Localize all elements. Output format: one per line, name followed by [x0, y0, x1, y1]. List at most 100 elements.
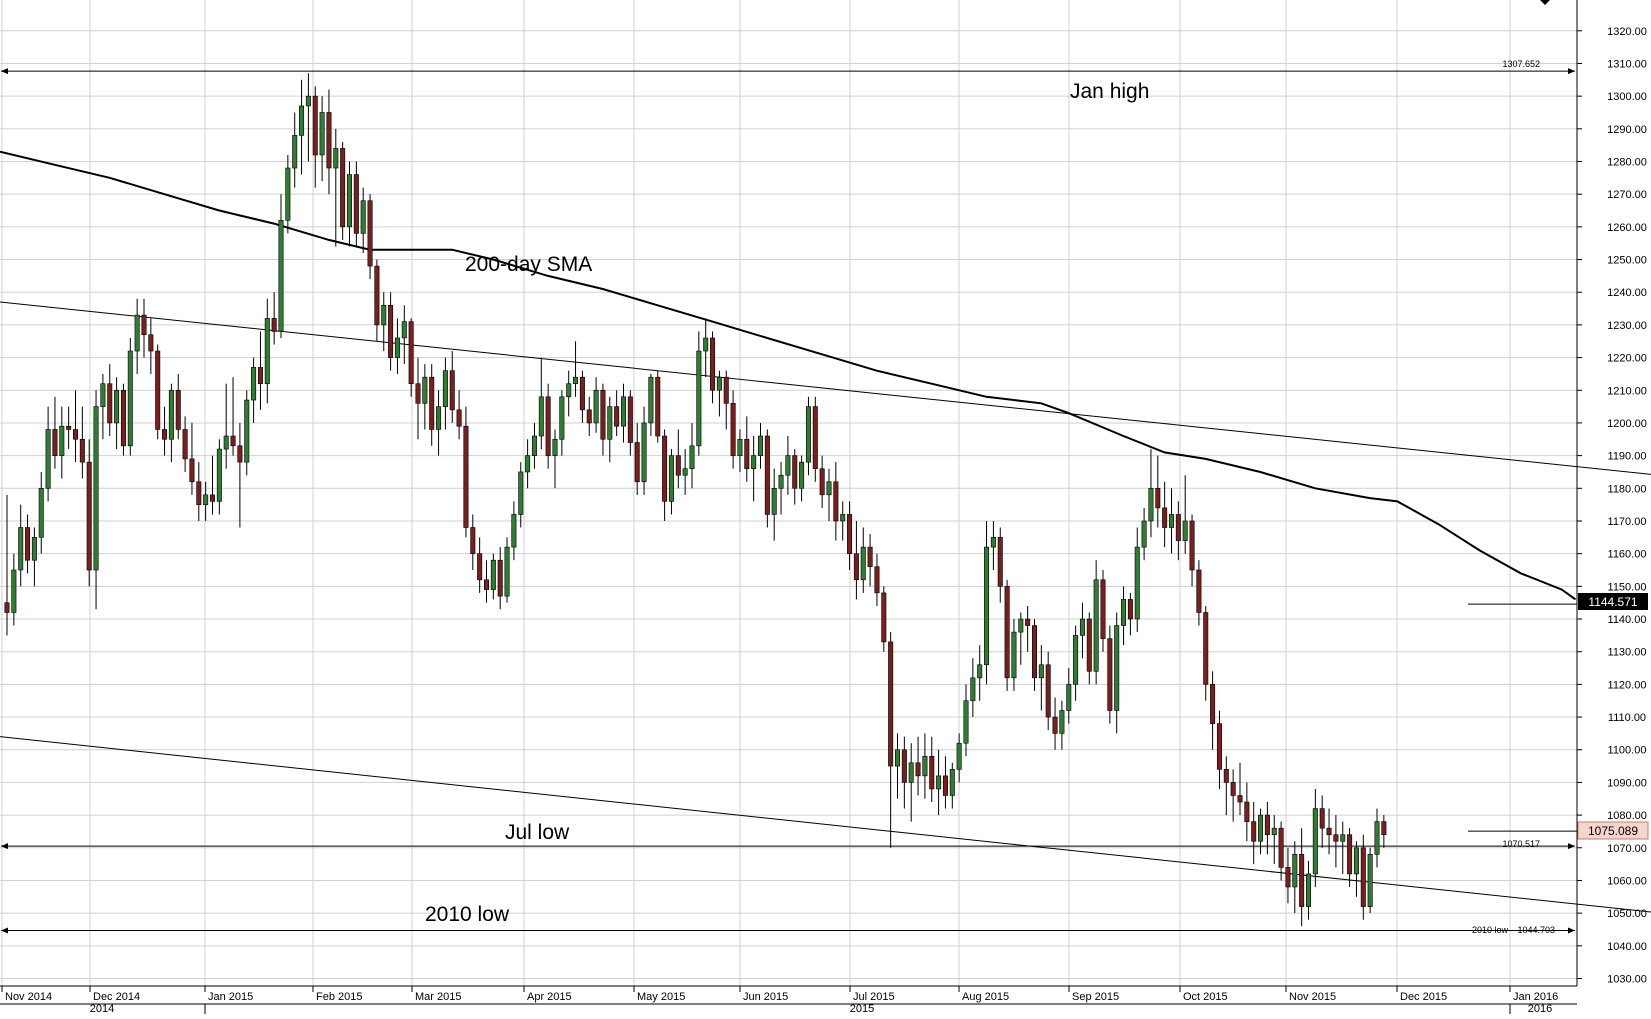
candle-body [182, 429, 188, 460]
candle-body [757, 435, 763, 456]
candle-body [607, 406, 613, 440]
candle-up [716, 370, 722, 417]
candle-body [1347, 834, 1353, 875]
candle-body [216, 448, 222, 502]
candle-body [730, 403, 736, 456]
annotation-2010-low: 2010 low [425, 903, 510, 926]
candle-body [990, 537, 996, 548]
candle-up [573, 341, 579, 397]
trend-channel [0, 301, 1651, 913]
candle-down [175, 373, 181, 440]
candle-body [764, 435, 770, 515]
candle-up [648, 373, 654, 437]
price-tick-label: 1080.00 [1607, 810, 1647, 822]
candle-down [1319, 795, 1325, 848]
price-tick-label: 1250.00 [1607, 255, 1647, 267]
candle-up [1093, 560, 1099, 685]
candle-body [4, 602, 10, 613]
candle-down [210, 455, 216, 515]
candle-body [847, 514, 853, 554]
candle-body [168, 389, 174, 440]
candle-body [1381, 821, 1387, 836]
candle-up [333, 128, 339, 247]
candle-down [1203, 605, 1209, 701]
candle-body [586, 409, 592, 424]
candle-body [436, 406, 442, 430]
candle-up [203, 481, 209, 521]
candle-body [1093, 579, 1099, 672]
price-tick-label: 1150.00 [1608, 581, 1647, 593]
candle-up [1038, 645, 1044, 711]
candle-up [278, 194, 284, 338]
candle-body [566, 383, 572, 398]
candle-body [483, 579, 489, 590]
level-label-2010-low: 1044.703 [1517, 925, 1555, 935]
candle-body [292, 135, 298, 169]
grid [0, 0, 1577, 986]
candle-body [579, 376, 585, 411]
candle-up [799, 455, 805, 502]
candle-down [545, 383, 551, 469]
candle-body [1045, 664, 1051, 718]
candle-down [257, 331, 263, 410]
candle-up [525, 439, 531, 489]
candle-body [894, 749, 900, 767]
candle-body [1189, 520, 1195, 571]
candle-up [538, 357, 544, 450]
candle-body [723, 376, 729, 404]
price-tick-label: 1320.00 [1607, 26, 1647, 38]
candle-body [620, 396, 626, 427]
candle-body [744, 438, 750, 469]
candle-body [497, 559, 503, 597]
candle-body [237, 445, 243, 463]
candle-body [401, 321, 407, 339]
candle-body [333, 148, 339, 169]
price-tick-label: 1290.00 [1607, 124, 1647, 136]
candle-up [620, 383, 626, 443]
candle-body [901, 749, 907, 783]
candle-body [1155, 487, 1161, 509]
candle-body [1223, 769, 1229, 783]
candle-body [490, 559, 496, 590]
candle-up [394, 318, 400, 374]
candle-down [477, 537, 483, 593]
candle-body [696, 350, 702, 447]
candle-body [1285, 867, 1291, 888]
candle-up [490, 553, 496, 600]
candle-down [353, 161, 359, 247]
candle-down [312, 86, 318, 188]
candle-up [346, 161, 352, 247]
candle-body [908, 762, 914, 783]
candle-up [305, 73, 311, 162]
candle-down [1025, 605, 1031, 652]
candle-body [1169, 514, 1175, 528]
candle-body [929, 755, 935, 790]
candle-body [394, 337, 400, 358]
candle-up [860, 527, 866, 593]
candle-body [1196, 569, 1202, 613]
candle-down [25, 514, 31, 574]
price-tick-label: 1130.00 [1608, 647, 1647, 659]
candle-up [436, 390, 442, 456]
candle-body [1134, 546, 1140, 620]
price-tick-label: 1160.00 [1608, 549, 1647, 561]
candle-body [936, 775, 942, 790]
candle-body [470, 527, 476, 554]
candle-down [52, 396, 58, 469]
candle-body [429, 376, 435, 430]
month-label: May 2015 [637, 991, 685, 1003]
candle-body [799, 461, 805, 489]
candle-body [1340, 834, 1346, 842]
candle-up [751, 436, 757, 502]
candle-body [1312, 808, 1318, 875]
month-label: Nov 2014 [5, 991, 52, 1003]
candle-up [223, 383, 229, 469]
price-tick-label: 1110.00 [1608, 712, 1646, 724]
candle-body [1353, 847, 1359, 875]
candle-down [764, 429, 770, 528]
candle-body [771, 487, 777, 515]
candle-up [922, 733, 928, 799]
candle-up [511, 501, 517, 561]
sma-price-box: 1144.571 [1578, 593, 1648, 610]
candle-up [1258, 808, 1264, 855]
